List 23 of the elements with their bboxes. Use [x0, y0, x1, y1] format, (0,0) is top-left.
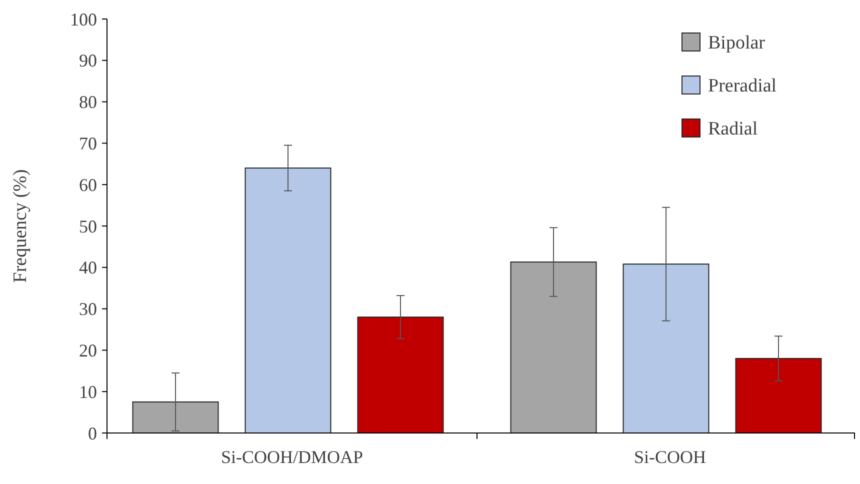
y-tick-label: 90: [79, 50, 97, 71]
legend-label: Bipolar: [708, 32, 766, 54]
y-tick-label: 0: [88, 423, 97, 444]
x-tick-label: Si-COOH/DMOAP: [220, 447, 364, 467]
y-tick-label: 10: [79, 382, 97, 402]
bar: [622, 264, 710, 434]
bar: [735, 358, 822, 434]
legend-label: Radial: [708, 118, 758, 140]
y-tick-label: 40: [79, 258, 97, 278]
y-tick-label: 20: [79, 340, 97, 360]
bar: [244, 168, 332, 434]
y-tick-label: 50: [79, 216, 97, 236]
y-tick-label: 60: [79, 174, 97, 195]
x-tick-label: Si-COOH: [634, 447, 706, 467]
bar: [132, 401, 219, 434]
y-axis-title: Frequency (%): [10, 169, 31, 283]
y-tick-label: 100: [70, 9, 97, 30]
bar: [357, 316, 444, 434]
y-tick-label: 80: [79, 92, 97, 112]
bar: [510, 262, 597, 434]
y-tick-label: 30: [79, 299, 97, 320]
y-tick-label: 70: [79, 134, 97, 154]
legend-label: Preradial: [708, 76, 777, 97]
